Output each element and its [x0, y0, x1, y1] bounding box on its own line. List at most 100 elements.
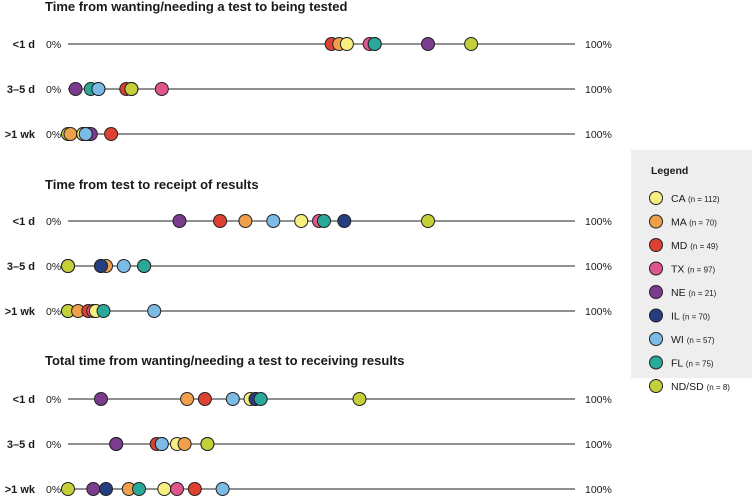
data-point-il [94, 259, 108, 273]
data-point-wi [91, 82, 106, 96]
data-point-fl [137, 259, 152, 273]
data-point-ndsd [421, 214, 435, 228]
row-label: >1 wk [5, 306, 36, 318]
axis-max-label: 100% [585, 439, 612, 451]
data-point-ndsd [352, 392, 367, 406]
data-point-ndsd [200, 437, 215, 451]
axis-min-label: 0% [46, 84, 61, 96]
data-point-ma [238, 214, 253, 228]
data-point-ca [339, 37, 354, 51]
data-point-ma [177, 437, 192, 451]
legend-swatch-fl [649, 355, 663, 370]
legend-label-ndsd: ND/SD (n = 8) [671, 381, 730, 393]
legend-title: Legend [651, 165, 688, 177]
axis-min-label: 0% [46, 129, 61, 141]
data-point-wi [215, 482, 230, 496]
legend-label-wi: WI (n = 57) [671, 334, 715, 346]
data-point-ne [94, 392, 108, 406]
legend-count-md: (n = 49) [690, 242, 718, 251]
data-point-ca [157, 482, 172, 496]
data-point-wi [225, 392, 240, 406]
data-point-wi [116, 259, 131, 273]
legend-label-ne: NE (n = 21) [671, 287, 717, 299]
data-point-ca [294, 214, 309, 228]
axis-max-label: 100% [585, 39, 612, 51]
legend-swatch-wi [649, 332, 663, 346]
legend-swatch-ndsd [649, 379, 663, 393]
legend-label-il: IL (n = 70) [671, 311, 710, 323]
legend-swatch-ma [649, 214, 663, 229]
data-point-ndsd [61, 259, 75, 273]
legend-count-ma: (n = 70) [689, 219, 717, 228]
row-label: >1 wk [5, 484, 36, 496]
axis-min-label: 0% [46, 484, 61, 496]
data-point-ndsd [124, 82, 139, 96]
legend-label-tx: TX (n = 97) [671, 264, 715, 276]
data-point-il [337, 214, 352, 228]
row-label: 3–5 d [7, 439, 35, 451]
legend-count-ca: (n = 112) [688, 195, 720, 204]
data-point-ne [109, 437, 124, 451]
axis-max-label: 100% [585, 84, 612, 96]
data-point-md [104, 127, 119, 141]
row-label: <1 d [13, 39, 35, 51]
axis-min-labels: 0% 0% 0% 0% 0% 0% 0% 0% 0% [46, 39, 61, 496]
data-point-ne [421, 37, 435, 51]
legend-label-fl: FL (n = 75) [671, 358, 714, 370]
axis-min-label: 0% [46, 306, 61, 318]
data-point-md [187, 482, 202, 496]
data-point-tx [170, 482, 184, 496]
legend-swatch-ne [649, 285, 663, 299]
legend-label-ma: MA (n = 70) [671, 217, 717, 229]
data-point-wi [147, 304, 162, 318]
legend-count-wi: (n = 57) [687, 336, 715, 345]
axis-max-label: 100% [585, 216, 612, 228]
axis-max-label: 100% [585, 306, 612, 318]
legend-label-md: MD (n = 49) [671, 240, 718, 252]
row-label: 3–5 d [7, 261, 35, 273]
axis-min-label: 0% [46, 39, 61, 51]
row-label: <1 d [13, 394, 35, 406]
data-points [61, 37, 479, 496]
panel-title-3: Total time from wanting/needing a test t… [45, 353, 405, 368]
axis-min-label: 0% [46, 261, 61, 273]
legend-count-fl: (n = 75) [686, 360, 714, 369]
legend-swatch-md [649, 238, 663, 252]
panel-title-2: Time from test to receipt of results [45, 177, 259, 192]
axis-min-label: 0% [46, 216, 61, 228]
data-point-ne [172, 214, 187, 228]
legend-count-ndsd: (n = 8) [707, 383, 731, 392]
data-point-fl [132, 482, 146, 496]
data-point-ma [63, 127, 78, 141]
row-label: >1 wk [5, 129, 36, 141]
data-point-ndsd [61, 482, 75, 496]
data-point-fl [367, 37, 382, 51]
legend-entries: CA (n = 112) MA (n = 70) MD (n = 49) TX (n … [649, 191, 730, 393]
legend-count-il: (n = 70) [682, 313, 710, 322]
data-point-wi [78, 127, 93, 141]
data-point-fl [253, 392, 268, 406]
axis-max-label: 100% [585, 394, 612, 406]
legend-swatch-ca [649, 191, 663, 205]
legend-swatch-tx [649, 261, 663, 276]
axis-max-labels: 100% 100% 100% 100% 100% 100% 100% 100% … [585, 39, 612, 496]
legend-count-tx: (n = 97) [687, 266, 715, 275]
data-point-fl [96, 304, 111, 318]
data-point-ma [180, 392, 195, 406]
legend: Legend CA (n = 112) MA (n = 70) MD (n = 49… [631, 150, 752, 393]
data-point-wi [154, 437, 169, 451]
data-point-md [197, 392, 212, 406]
legend-count-ne: (n = 21) [689, 289, 717, 298]
row-label: 3–5 d [7, 84, 35, 96]
axis-max-label: 100% [585, 129, 612, 141]
legend-swatch-il [649, 308, 663, 323]
data-point-ne [68, 82, 83, 96]
data-point-ne [86, 482, 101, 496]
row-label: <1 d [13, 216, 35, 228]
data-point-fl [317, 214, 331, 228]
legend-label-ca: CA (n = 112) [671, 193, 720, 205]
data-point-ndsd [464, 37, 479, 51]
axis-max-label: 100% [585, 484, 612, 496]
axis-min-label: 0% [46, 439, 61, 451]
